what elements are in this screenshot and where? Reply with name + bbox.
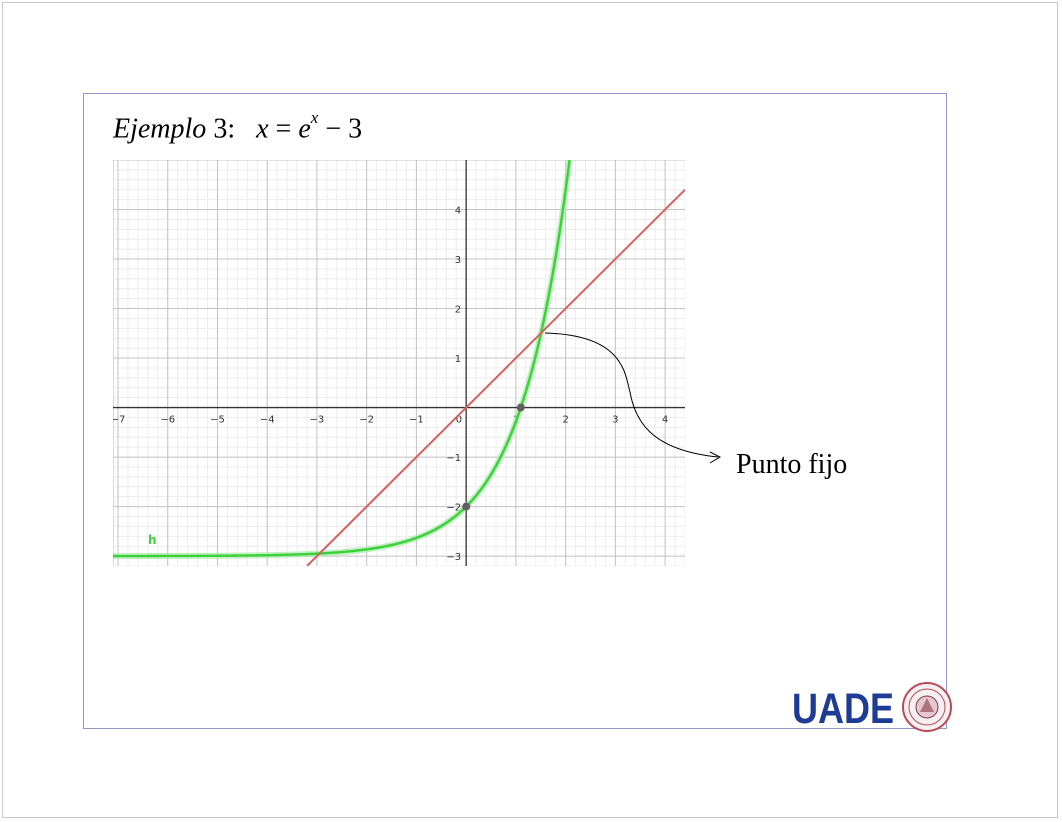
title-word: Ejemplo bbox=[113, 113, 207, 145]
chart-points bbox=[462, 403, 525, 511]
title-number: 3 bbox=[213, 113, 228, 145]
y-tick-label: 2 bbox=[455, 305, 461, 316]
line-identity bbox=[306, 188, 685, 566]
x-tick-label: 4 bbox=[662, 415, 668, 426]
x-tick-label: −6 bbox=[160, 415, 175, 426]
axes bbox=[113, 160, 685, 566]
arrow-head-icon bbox=[709, 451, 722, 464]
y-tick-label: 3 bbox=[455, 255, 461, 266]
x-tick-label: 0 bbox=[456, 415, 462, 426]
logo-text: UADE bbox=[792, 685, 894, 733]
y-tick-label: −3 bbox=[446, 552, 461, 563]
x-tick-label: −1 bbox=[409, 415, 424, 426]
equation-equals: = bbox=[275, 113, 292, 145]
x-tick-label: −4 bbox=[260, 415, 275, 426]
curve-h bbox=[113, 160, 571, 558]
y-tick-label: 1 bbox=[455, 354, 461, 365]
uade-logo: UADE bbox=[792, 682, 952, 733]
chart-point bbox=[462, 502, 471, 511]
curves bbox=[113, 160, 685, 566]
equation-lhs: x bbox=[256, 113, 269, 145]
x-tick-label: −2 bbox=[359, 415, 374, 426]
callout-arrow bbox=[544, 332, 719, 458]
x-tick-label: −7 bbox=[113, 415, 125, 426]
equation-constant: 3 bbox=[348, 113, 363, 145]
series-label-h: h bbox=[148, 533, 157, 547]
callout-label: Punto fijo bbox=[736, 449, 848, 480]
slide-title: Ejemplo 3: x = ex − 3 bbox=[113, 108, 363, 145]
y-tick-label: 4 bbox=[455, 206, 461, 217]
title-colon: : bbox=[227, 113, 236, 145]
y-tick-label: −1 bbox=[446, 453, 461, 464]
x-tick-label: −3 bbox=[310, 415, 325, 426]
chart-point bbox=[516, 403, 525, 412]
y-tick-label: −2 bbox=[446, 503, 461, 514]
x-tick-label: 3 bbox=[612, 415, 618, 426]
x-tick-label: −5 bbox=[210, 415, 225, 426]
slide-frame bbox=[83, 93, 947, 729]
university-seal-icon bbox=[902, 682, 952, 732]
equation-minus: − bbox=[325, 113, 342, 145]
x-tick-label: 2 bbox=[562, 415, 568, 426]
equation-base: e bbox=[298, 113, 311, 145]
chart-background bbox=[113, 160, 685, 566]
equation-exponent: x bbox=[310, 108, 319, 127]
